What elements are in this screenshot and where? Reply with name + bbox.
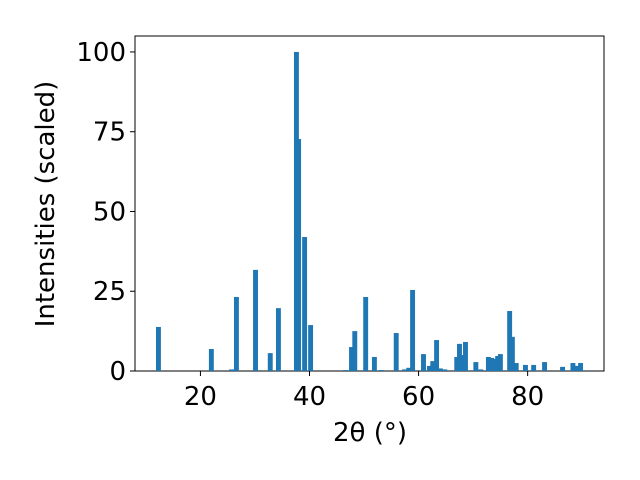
bar xyxy=(401,369,407,371)
y-tick-label: 100 xyxy=(76,38,126,68)
bar xyxy=(430,361,436,371)
bar xyxy=(478,369,484,371)
x-tick-label: 80 xyxy=(511,382,544,412)
bar xyxy=(229,369,234,371)
bar xyxy=(507,311,513,371)
x-tick-label: 60 xyxy=(402,382,435,412)
bar xyxy=(560,366,566,371)
bar xyxy=(497,354,503,371)
y-tick-label: 75 xyxy=(93,118,126,148)
bar xyxy=(473,362,479,371)
bar xyxy=(578,363,584,371)
bar xyxy=(570,363,576,371)
bar xyxy=(454,356,460,371)
bar xyxy=(427,365,432,371)
bar xyxy=(410,289,416,371)
bar xyxy=(296,139,302,371)
bar xyxy=(523,364,528,371)
bar xyxy=(343,370,348,371)
bar xyxy=(485,356,491,371)
bar xyxy=(542,362,548,371)
x-tick-label: 40 xyxy=(293,382,326,412)
bar xyxy=(434,340,440,371)
bar xyxy=(233,296,239,371)
bar xyxy=(406,367,412,371)
y-tick-label: 50 xyxy=(93,197,126,227)
bar xyxy=(275,308,281,371)
x-axis-label: 2θ (°) xyxy=(333,418,407,448)
bar xyxy=(208,348,214,371)
bar xyxy=(463,341,468,371)
bar xyxy=(495,356,501,371)
bar xyxy=(513,363,519,371)
bar xyxy=(155,326,161,371)
bar xyxy=(393,333,399,371)
bar xyxy=(509,336,515,371)
bar xyxy=(349,347,354,371)
bar xyxy=(489,357,495,371)
bar xyxy=(442,369,448,371)
bar xyxy=(302,237,308,371)
bar xyxy=(421,354,426,371)
bar xyxy=(437,368,443,371)
y-tick-label: 0 xyxy=(109,357,126,387)
y-axis-label: Intensities (scaled) xyxy=(31,81,61,328)
bar xyxy=(457,343,462,371)
y-tick-label: 25 xyxy=(93,277,126,307)
bar xyxy=(267,353,273,371)
bar xyxy=(253,269,258,371)
bar xyxy=(491,358,497,371)
plot-frame xyxy=(134,35,605,372)
bar xyxy=(379,370,384,371)
bar xyxy=(308,325,314,371)
bar xyxy=(531,364,537,371)
bar xyxy=(371,356,377,371)
bar xyxy=(574,365,580,371)
bar xyxy=(460,355,466,371)
bar xyxy=(352,331,358,371)
bar xyxy=(363,296,369,371)
x-tick-label: 20 xyxy=(184,382,217,412)
